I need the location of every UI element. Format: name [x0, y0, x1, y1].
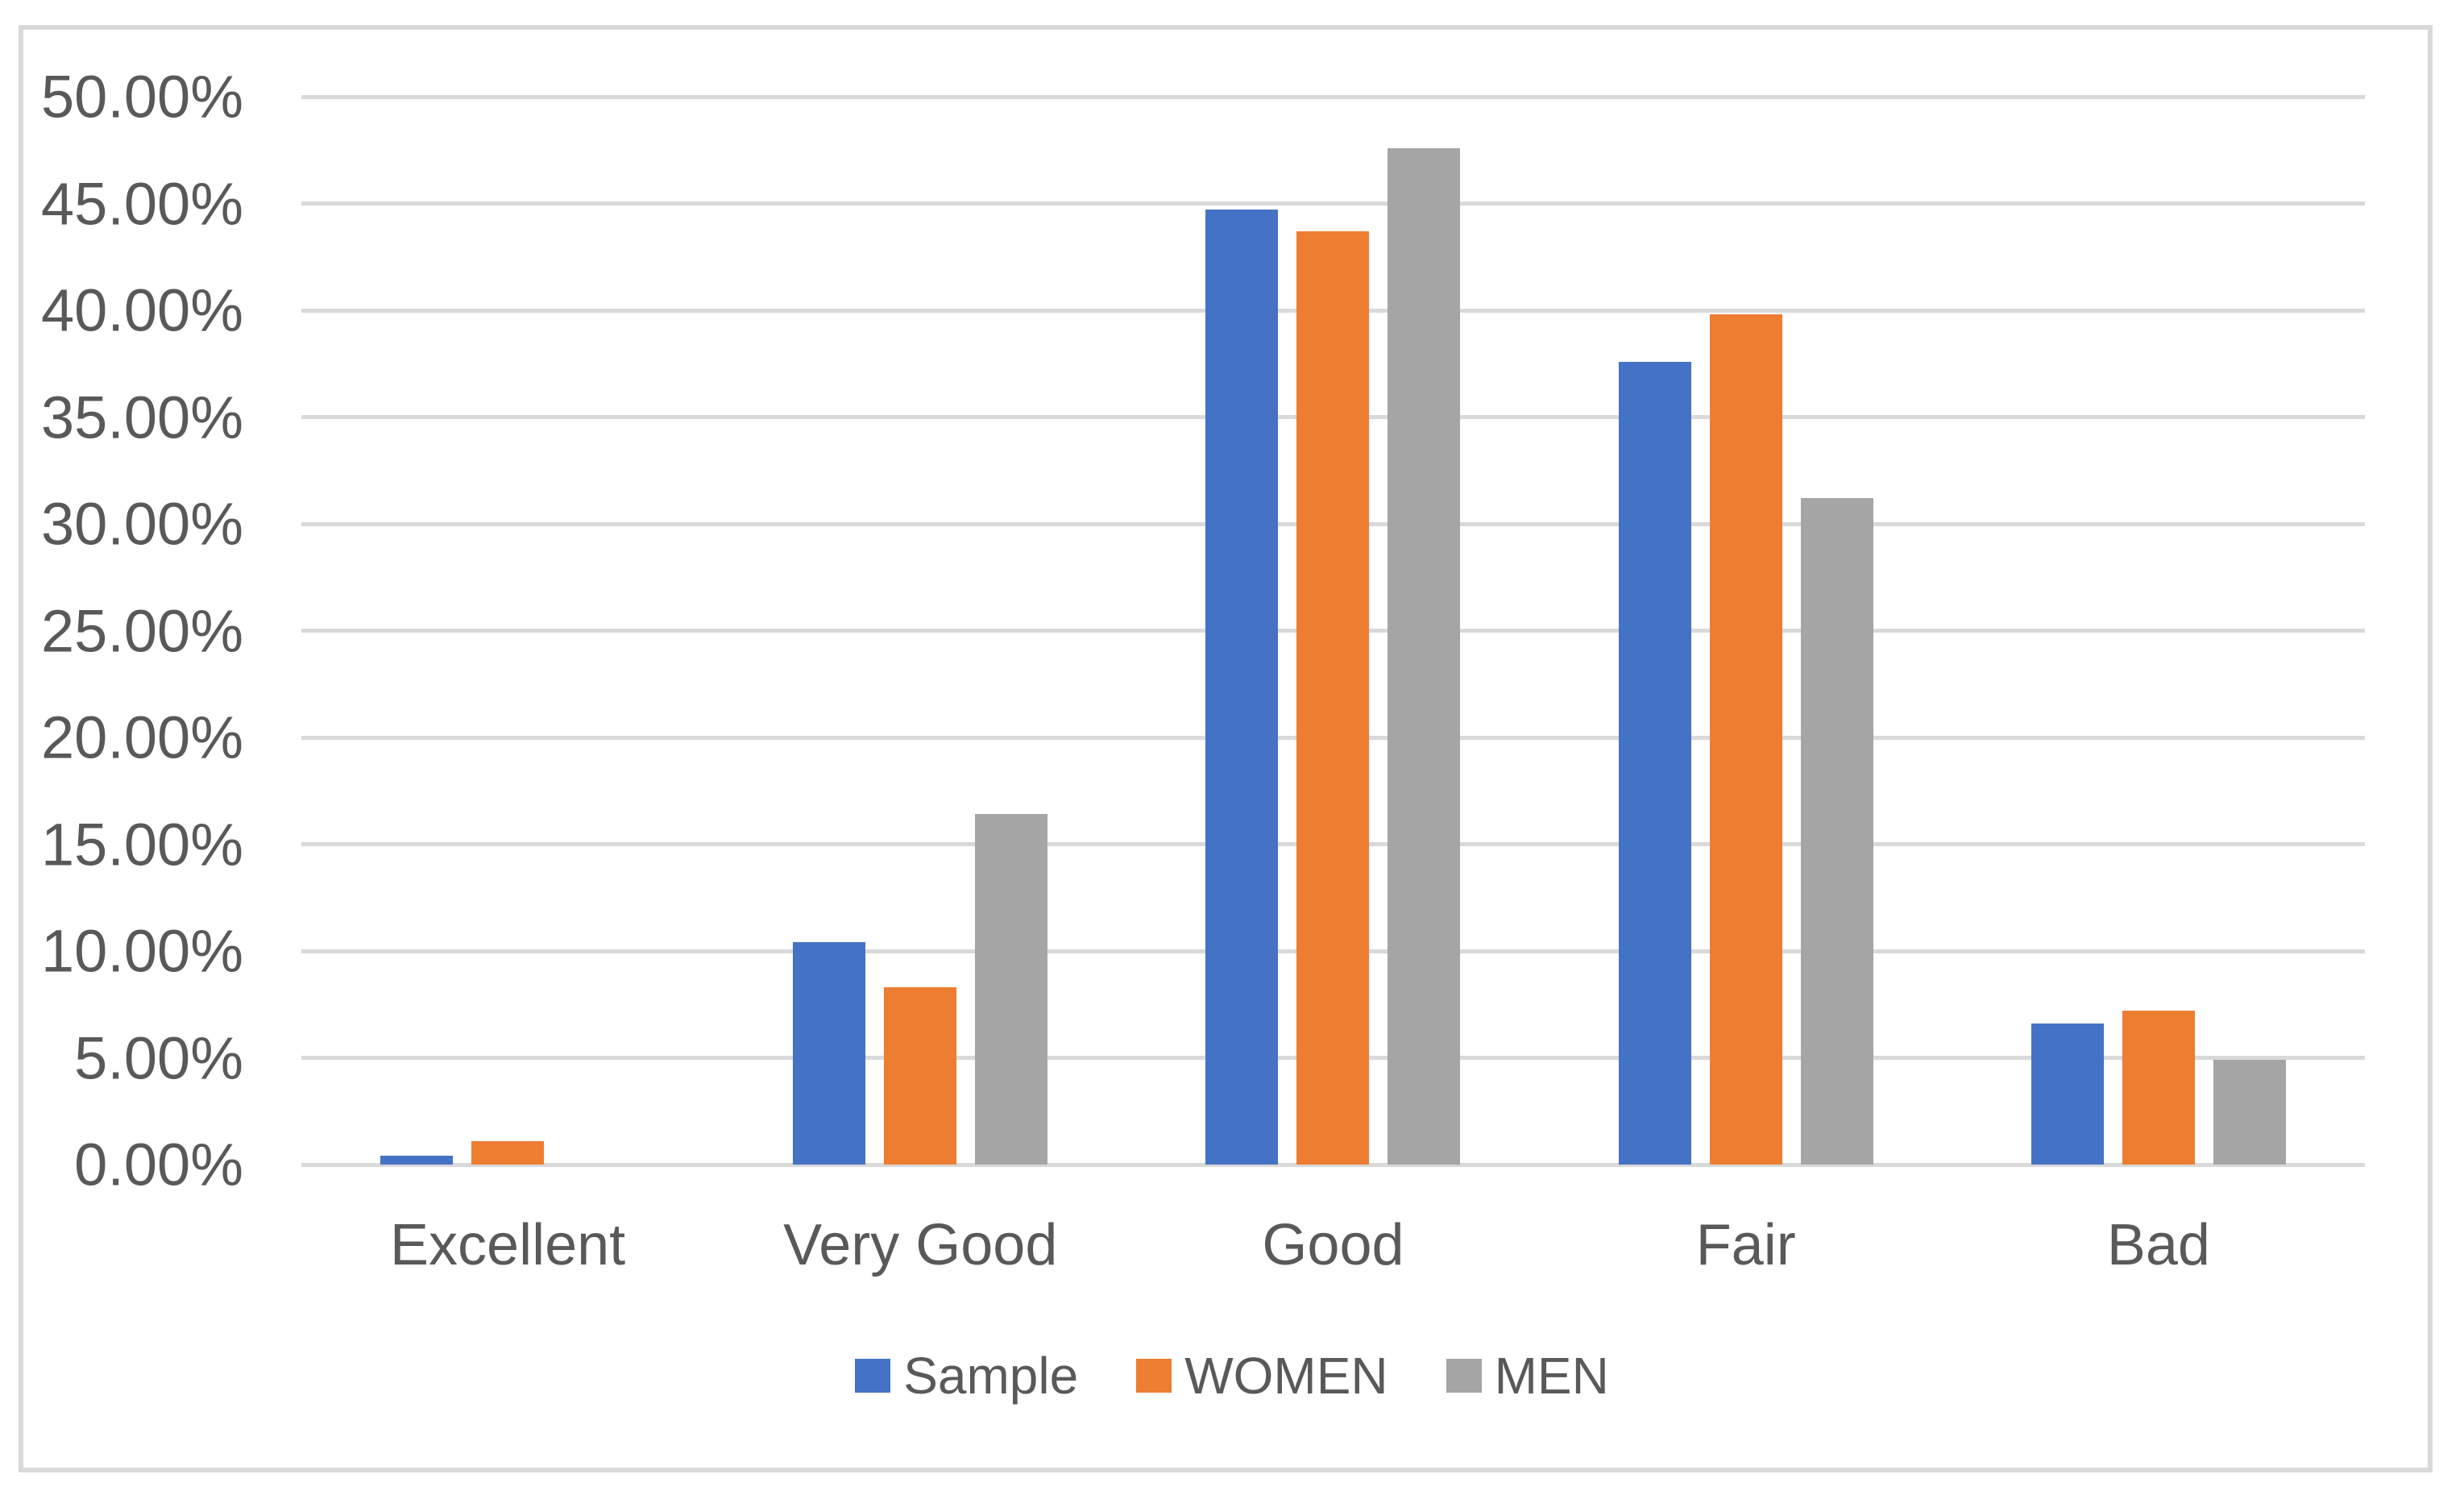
- y-axis-tick-label-0: 0.00%: [74, 1131, 243, 1198]
- legend-swatch-icon-women: [1136, 1359, 1172, 1393]
- x-axis-category-label-excellent: Excellent: [390, 1213, 626, 1277]
- y-axis-tick-label-5: 5.00%: [74, 1024, 243, 1091]
- y-axis-tick-label-40: 40.00%: [41, 276, 243, 344]
- bar-group-good: [1126, 97, 1539, 1165]
- y-axis-tick-label-20: 20.00%: [41, 704, 243, 771]
- bar-women-bad: [2122, 1011, 2195, 1165]
- y-axis-tick-label-50: 50.00%: [41, 63, 243, 131]
- legend-item-women: WOMEN: [1136, 1346, 1388, 1406]
- bar-sample-bad: [2031, 1024, 2104, 1165]
- legend-label-women: WOMEN: [1184, 1347, 1388, 1405]
- y-axis-tick-label-35: 35.00%: [41, 384, 243, 451]
- y-axis-tick-label-10: 10.00%: [41, 917, 243, 985]
- y-axis-tick-label-15: 15.00%: [41, 811, 243, 878]
- gridline-50: [301, 94, 2365, 99]
- bar-sample-fair: [1618, 361, 1691, 1165]
- legend: Sample WOMEN MEN: [0, 1346, 2464, 1406]
- gridline-45: [301, 201, 2365, 206]
- bar-men-good: [1388, 147, 1461, 1165]
- bar-women-excellent: [471, 1140, 545, 1165]
- bar-men-very-good: [975, 814, 1048, 1165]
- y-axis-tick-label-30: 30.00%: [41, 490, 243, 558]
- x-axis-category-label-bad: Bad: [2106, 1213, 2210, 1277]
- bar-group-excellent: [301, 97, 714, 1165]
- y-axis-tick-label-25: 25.00%: [41, 597, 243, 664]
- legend-label-sample: Sample: [903, 1347, 1079, 1405]
- bar-women-good: [1296, 230, 1370, 1165]
- legend-item-sample: Sample: [855, 1346, 1078, 1406]
- bar-sample-good: [1205, 210, 1279, 1165]
- legend-label-men: MEN: [1494, 1347, 1609, 1405]
- bar-women-fair: [1709, 314, 1782, 1165]
- gridline-0: [301, 1162, 2365, 1167]
- legend-item-men: MEN: [1446, 1346, 1609, 1406]
- legend-swatch-icon-men: [1446, 1359, 1482, 1393]
- bar-group-very-good: [714, 97, 1126, 1165]
- bar-group-fair: [1540, 97, 1952, 1165]
- x-axis-category-label-very-good: Very Good: [783, 1213, 1058, 1277]
- bar-men-bad: [2213, 1060, 2286, 1165]
- legend-swatch-icon-sample: [855, 1359, 891, 1393]
- bar-women-very-good: [884, 987, 957, 1165]
- bar-men-fair: [1800, 498, 1873, 1165]
- x-axis-category-label-fair: Fair: [1695, 1213, 1796, 1277]
- x-axis-category-label-good: Good: [1262, 1213, 1404, 1277]
- bar-sample-very-good: [793, 942, 866, 1165]
- bar-group-bad: [1952, 97, 2365, 1165]
- y-axis-tick-label-45: 45.00%: [41, 170, 243, 237]
- bar-sample-excellent: [380, 1156, 454, 1165]
- plot-area: [301, 94, 2365, 1167]
